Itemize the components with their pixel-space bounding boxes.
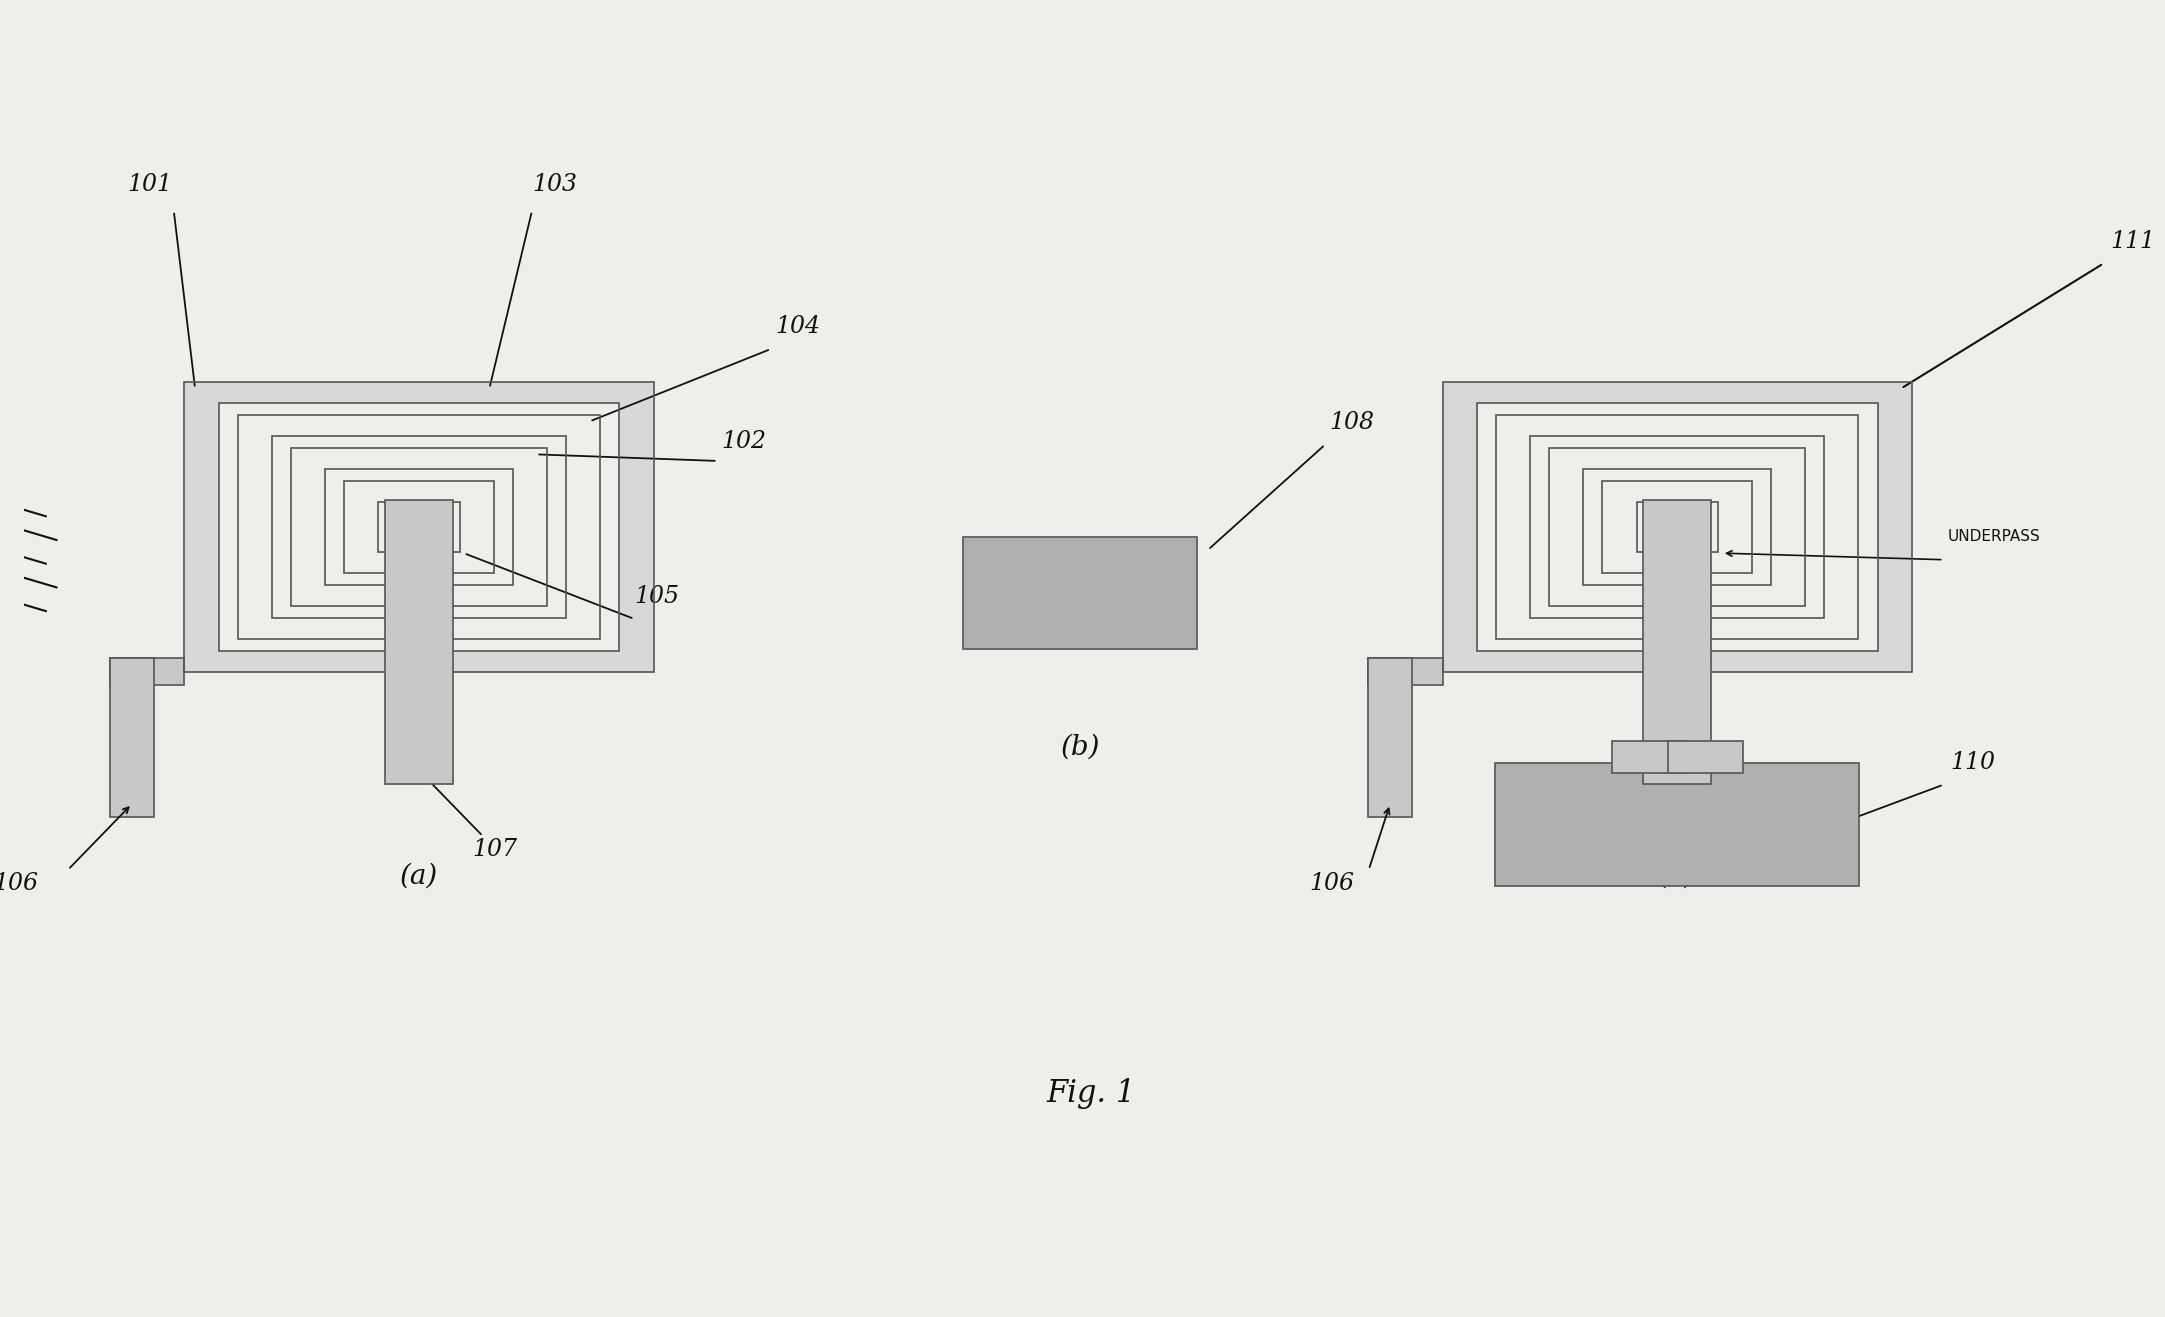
Bar (1637, 502, 1717, 552)
Text: 110: 110 (1951, 751, 1996, 774)
Bar (273, 436, 565, 618)
Text: (b): (b) (1061, 734, 1100, 761)
Text: Fig. 1: Fig. 1 (1046, 1077, 1134, 1109)
Text: 106: 106 (1310, 872, 1353, 894)
Bar (219, 403, 619, 651)
Bar (344, 481, 494, 573)
Bar (963, 537, 1197, 649)
Bar (325, 469, 513, 585)
Bar (379, 502, 459, 552)
Bar (344, 481, 494, 573)
Bar (1550, 448, 1806, 606)
Bar (1477, 403, 1877, 651)
Bar (1602, 481, 1751, 573)
Bar (1496, 415, 1858, 639)
Bar (110, 658, 154, 817)
Text: 107: 107 (1719, 838, 1764, 861)
Bar (184, 382, 654, 672)
Text: 107: 107 (472, 838, 517, 861)
Text: UNDERPASS: UNDERPASS (1948, 529, 2042, 544)
Text: 106: 106 (0, 872, 39, 894)
Bar (325, 469, 513, 585)
Bar (1583, 469, 1771, 585)
Bar (1583, 469, 1771, 585)
Bar (238, 415, 600, 639)
Bar (290, 448, 548, 606)
Bar (379, 502, 459, 552)
Bar (1496, 763, 1860, 886)
Bar (219, 403, 619, 651)
Text: (a): (a) (401, 863, 437, 889)
Bar (1496, 415, 1858, 639)
Bar (385, 500, 452, 784)
Bar (1611, 741, 1687, 773)
Text: 101: 101 (128, 173, 171, 196)
Bar (1531, 436, 1825, 618)
Bar (1442, 382, 1912, 672)
Text: 108: 108 (1329, 411, 1375, 433)
Text: 102: 102 (721, 429, 766, 453)
Bar (1667, 741, 1743, 773)
Bar (1637, 502, 1717, 552)
Bar (1531, 436, 1825, 618)
Bar (290, 448, 548, 606)
Text: 105: 105 (634, 585, 680, 608)
Text: 111: 111 (2111, 229, 2154, 253)
Bar (273, 436, 565, 618)
Bar (1368, 658, 1442, 685)
Bar (1550, 448, 1806, 606)
Bar (1477, 403, 1877, 651)
Bar (184, 382, 654, 672)
Text: 103: 103 (533, 173, 578, 196)
Text: (c): (c) (1658, 863, 1695, 889)
Bar (110, 658, 184, 685)
Bar (1368, 658, 1412, 817)
Bar (1643, 500, 1710, 784)
Bar (1602, 481, 1751, 573)
Bar (238, 415, 600, 639)
Bar (1442, 382, 1912, 672)
Text: 104: 104 (775, 315, 821, 338)
